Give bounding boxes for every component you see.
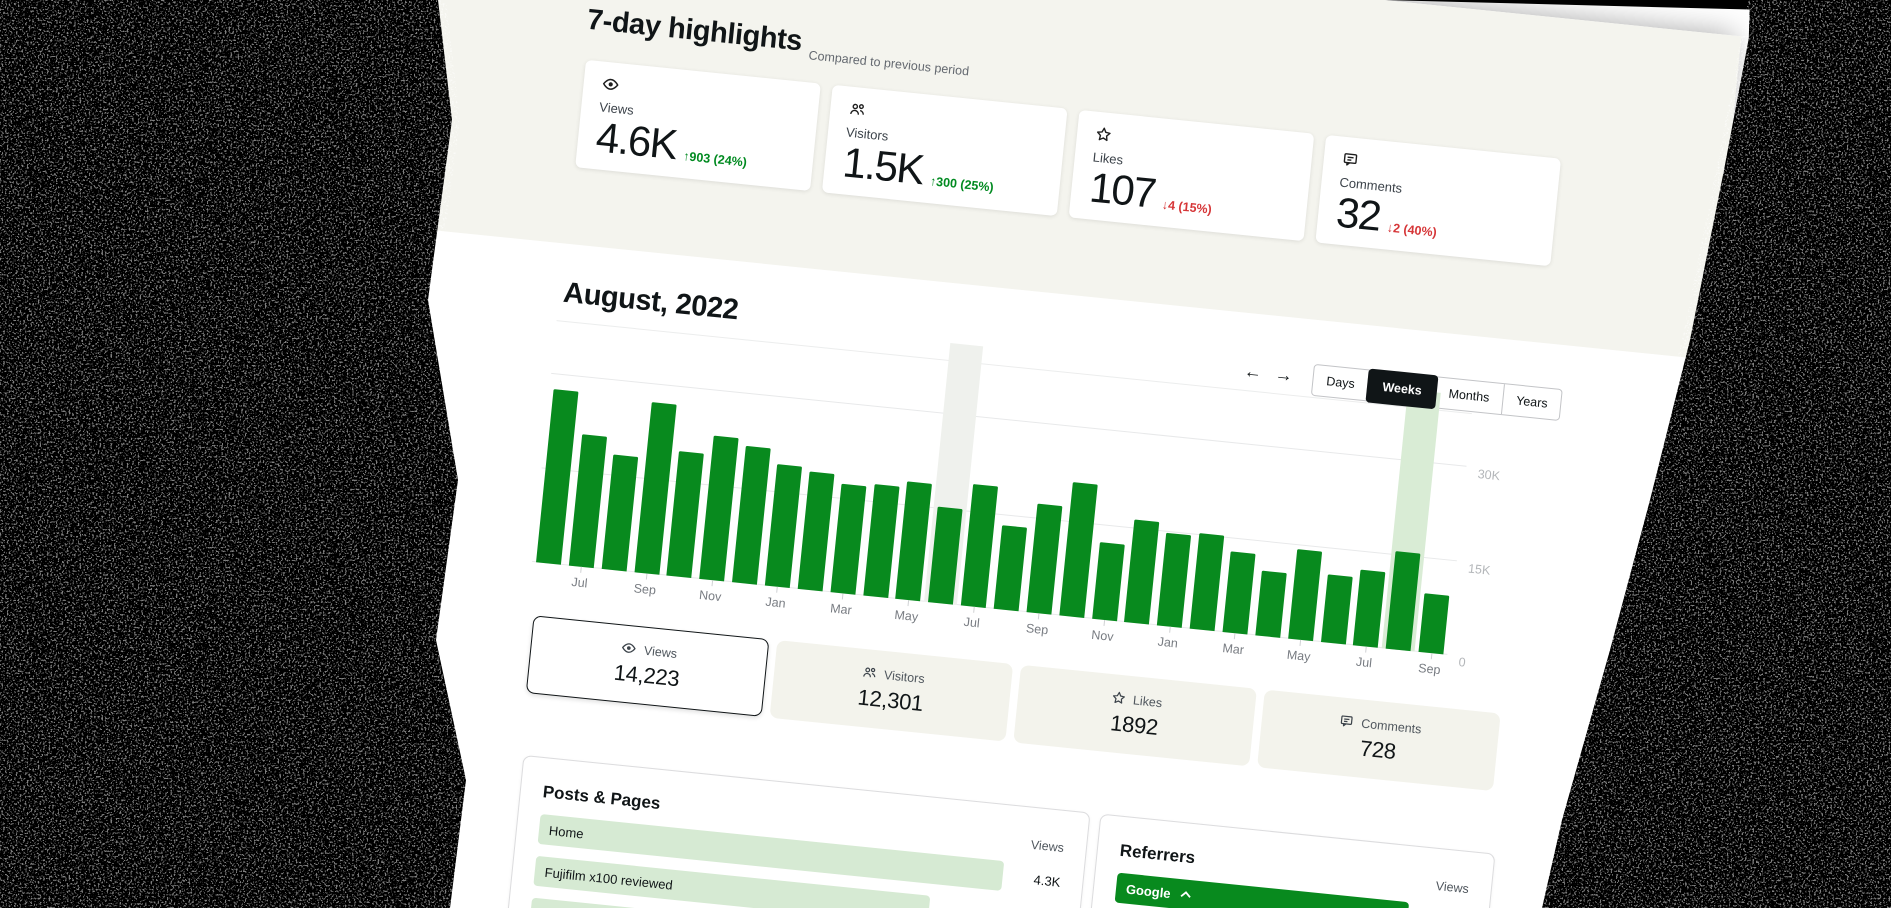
x-axis-tick: Jul (963, 614, 981, 631)
summary-label: Comments (1360, 716, 1423, 737)
post-label: Home (548, 822, 585, 841)
referrer-row: Google6.2K (1114, 872, 1467, 908)
highlight-value: 107 (1087, 163, 1158, 217)
y-axis-tick: 15K (1467, 561, 1492, 578)
x-axis-tick: Sep (1025, 621, 1049, 638)
highlight-value: 1.5K (840, 138, 926, 194)
x-axis-tick-mark (1234, 633, 1236, 640)
referrer-label: Google (1125, 881, 1172, 901)
x-axis-tick-mark (1364, 646, 1367, 653)
x-axis-tick-mark (711, 580, 713, 587)
post-label: Fujifilm x100 reviewed (544, 864, 674, 893)
highlight-delta: ↑903 (24%) (682, 149, 748, 170)
summary-tab-comments[interactable]: Comments 728 (1257, 689, 1501, 792)
summary-tab-likes[interactable]: Likes 1892 (1013, 664, 1257, 767)
y-axis-tick: 0 (1457, 655, 1467, 670)
chart-bar[interactable] (1287, 549, 1322, 642)
star-icon (1094, 126, 1295, 162)
x-axis-tick: Jan (764, 594, 787, 611)
x-axis-tick-mark (1299, 639, 1302, 646)
summary-label: Likes (1132, 692, 1163, 710)
x-axis-tick-mark (841, 593, 844, 600)
highlight-delta: ↓4 (15%) (1161, 197, 1213, 217)
highlight-value: 4.6K (593, 113, 679, 169)
chevron-up-icon[interactable] (1179, 890, 1192, 899)
highlight-delta: ↓2 (40%) (1386, 220, 1438, 240)
x-axis-tick-mark (972, 606, 975, 613)
highlight-delta: ↑300 (25%) (929, 174, 995, 195)
x-axis-tick: May (1286, 647, 1312, 664)
x-axis-tick: Jul (1355, 654, 1373, 671)
summary-tab-views[interactable]: Views 14,223 (525, 615, 770, 717)
y-axis-tick: 30K (1477, 467, 1501, 484)
x-axis-tick-mark (1168, 626, 1171, 633)
stats-page-sheet: 7-day highlights Compared to previous pe… (334, 0, 1742, 908)
x-axis-tick-mark (1038, 613, 1040, 620)
chart-bar[interactable] (1222, 551, 1256, 635)
referrers-views-column-header: Views (1435, 878, 1470, 897)
summary-tab-visitors[interactable]: Visitors 12,301 (769, 640, 1014, 742)
post-views-value: 4.3K (1033, 871, 1062, 890)
x-axis-tick-mark (580, 566, 583, 573)
eye-icon (621, 640, 638, 657)
people-icon (848, 101, 1049, 137)
x-axis-tick-mark (1103, 619, 1106, 627)
x-axis-tick: Jan (1157, 634, 1179, 651)
x-axis-tick: Mar (1221, 641, 1245, 658)
x-axis-tick-mark (907, 600, 909, 607)
summary-value: 12,301 (856, 684, 925, 717)
summary-label: Views (643, 643, 678, 661)
summary-value: 14,223 (612, 659, 681, 692)
tab-years[interactable]: Years (1515, 393, 1549, 411)
chart-bar[interactable] (1157, 532, 1192, 628)
summary-label: Visitors (883, 667, 926, 686)
chart-bar[interactable] (1418, 593, 1450, 655)
posts-views-column-header: Views (1030, 837, 1065, 856)
summary-value: 728 (1358, 735, 1397, 765)
x-axis-tick-mark (776, 586, 779, 593)
posts-pages-title: Posts & Pages (541, 782, 662, 814)
x-axis-tick: May (893, 607, 919, 625)
highlight-value: 32 (1334, 188, 1383, 240)
comment-icon (1339, 713, 1355, 729)
chart-bar[interactable] (1091, 542, 1125, 622)
chart-bar[interactable] (1255, 570, 1287, 638)
x-axis-tick: Jul (570, 574, 589, 591)
x-axis-tick: Nov (698, 587, 722, 605)
x-axis-tick-mark (645, 573, 648, 580)
highlight-card-visitors: Visitors 1.5K ↑300 (25%) (821, 84, 1068, 217)
referrers-title: Referrers (1118, 840, 1197, 868)
tab-weeks[interactable]: Weeks (1365, 368, 1439, 410)
x-axis-tick: Sep (633, 581, 657, 598)
summary-value: 1892 (1109, 710, 1160, 740)
star-icon (1110, 690, 1126, 706)
views-bar-chart (532, 303, 1474, 655)
x-axis-tick: Nov (1090, 627, 1115, 644)
people-icon (860, 665, 877, 682)
referrers-card: Referrers Views Google6.2K (1070, 813, 1496, 908)
x-axis-tick: Sep (1417, 660, 1442, 678)
chart-bar[interactable] (1320, 574, 1353, 645)
eye-icon (601, 75, 802, 111)
chart-bar[interactable] (1353, 569, 1386, 648)
highlight-card-likes: Likes 107 ↓4 (15%) (1068, 109, 1315, 242)
x-axis-tick-mark (1430, 653, 1432, 660)
x-axis-tick: Mar (829, 601, 853, 618)
posts-pages-card: Posts & Pages Views Home 4.3K Fujifilm x10… (493, 754, 1091, 908)
comment-icon (1341, 151, 1542, 187)
highlight-card-comments: Comments 32 ↓2 (40%) (1315, 134, 1562, 267)
chart-bar[interactable] (993, 525, 1027, 612)
referrer-bar[interactable]: Google (1114, 872, 1410, 908)
highlight-card-views: Views 4.6K ↑903 (24%) (575, 59, 821, 192)
